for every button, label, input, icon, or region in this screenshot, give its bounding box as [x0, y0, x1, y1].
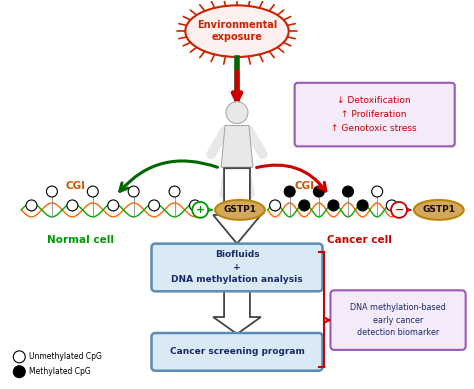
FancyBboxPatch shape [152, 333, 322, 371]
Circle shape [13, 366, 25, 378]
Circle shape [226, 102, 248, 124]
Circle shape [108, 200, 118, 211]
Text: CGI: CGI [295, 181, 315, 191]
Ellipse shape [414, 200, 464, 220]
Circle shape [192, 202, 208, 218]
Circle shape [299, 200, 310, 211]
Text: Cancer screening program: Cancer screening program [170, 347, 304, 356]
Circle shape [46, 186, 57, 197]
Text: Biofluids
+
DNA methylation analysis: Biofluids + DNA methylation analysis [171, 251, 303, 284]
Text: Cancer cell: Cancer cell [327, 235, 392, 245]
Polygon shape [213, 168, 261, 244]
Circle shape [67, 200, 78, 211]
Circle shape [149, 200, 160, 211]
Circle shape [87, 186, 98, 197]
FancyBboxPatch shape [330, 290, 465, 350]
Polygon shape [221, 126, 253, 167]
Circle shape [13, 351, 25, 363]
Text: ↓ Detoxification
↑ Proliferation
↑ Genotoxic stress: ↓ Detoxification ↑ Proliferation ↑ Genot… [331, 96, 417, 133]
Text: GSTP1: GSTP1 [422, 205, 456, 214]
Ellipse shape [185, 5, 289, 57]
FancyBboxPatch shape [295, 83, 455, 146]
FancyBboxPatch shape [152, 244, 322, 291]
Circle shape [26, 200, 37, 211]
Circle shape [328, 200, 339, 211]
Circle shape [372, 186, 383, 197]
Text: +: + [196, 205, 205, 215]
Text: −: − [394, 205, 404, 215]
Text: Normal cell: Normal cell [47, 235, 114, 245]
Text: CGI: CGI [66, 181, 86, 191]
Text: DNA methylation-based
early cancer
detection biomarker: DNA methylation-based early cancer detec… [350, 303, 446, 337]
Text: Unmethylated CpG: Unmethylated CpG [29, 352, 102, 361]
Text: GSTP1: GSTP1 [223, 205, 256, 214]
Circle shape [270, 200, 281, 211]
Circle shape [128, 186, 139, 197]
Circle shape [284, 186, 295, 197]
Circle shape [357, 200, 368, 211]
Circle shape [190, 200, 201, 211]
Circle shape [386, 200, 397, 211]
Circle shape [313, 186, 324, 197]
Polygon shape [213, 289, 261, 334]
Circle shape [343, 186, 354, 197]
Ellipse shape [215, 200, 265, 220]
Text: Environmental
exposure: Environmental exposure [197, 20, 277, 42]
Circle shape [169, 186, 180, 197]
Text: Methylated CpG: Methylated CpG [29, 367, 91, 376]
Circle shape [391, 202, 407, 218]
